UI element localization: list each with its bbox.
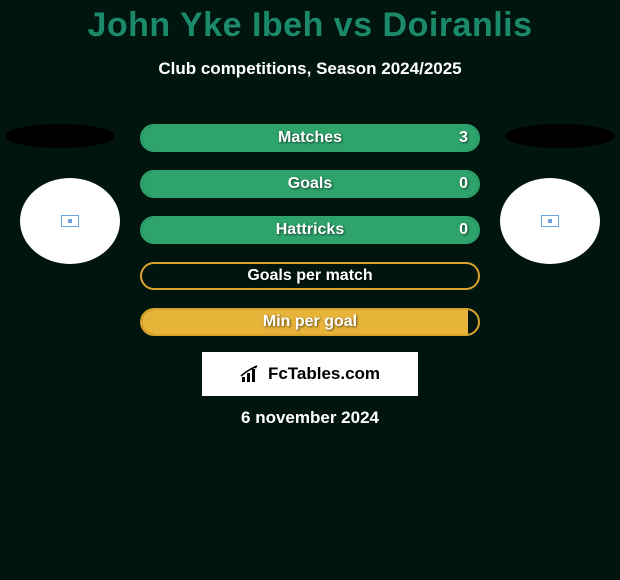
brand-badge: FcTables.com bbox=[202, 352, 418, 396]
stat-value-right: 0 bbox=[459, 221, 468, 239]
stat-row: Min per goal bbox=[140, 308, 480, 336]
shadow-right bbox=[505, 124, 615, 148]
stat-label: Min per goal bbox=[263, 313, 357, 331]
stat-row: Goals per match bbox=[140, 262, 480, 290]
brand-text: FcTables.com bbox=[268, 364, 380, 384]
stat-row: Goals 0 bbox=[140, 170, 480, 198]
page-title: John Yke Ibeh vs Doiranlis bbox=[0, 0, 620, 45]
stat-row: Hattricks 0 bbox=[140, 216, 480, 244]
stat-label: Goals bbox=[288, 175, 332, 193]
subtitle: Club competitions, Season 2024/2025 bbox=[0, 59, 620, 79]
stat-value-right: 0 bbox=[459, 175, 468, 193]
avatar-right bbox=[500, 178, 600, 264]
flag-icon bbox=[61, 215, 79, 227]
stat-value-right: 3 bbox=[459, 129, 468, 147]
date-line: 6 november 2024 bbox=[0, 408, 620, 428]
brand-chart-icon bbox=[240, 365, 262, 383]
shadow-left bbox=[5, 124, 115, 148]
stats-list: Matches 3 Goals 0 Hattricks 0 Goals per match M… bbox=[140, 124, 480, 354]
stat-label: Goals per match bbox=[247, 267, 372, 285]
avatar-left bbox=[20, 178, 120, 264]
stat-label: Hattricks bbox=[276, 221, 344, 239]
stat-label: Matches bbox=[278, 129, 342, 147]
flag-icon bbox=[541, 215, 559, 227]
stat-row: Matches 3 bbox=[140, 124, 480, 152]
